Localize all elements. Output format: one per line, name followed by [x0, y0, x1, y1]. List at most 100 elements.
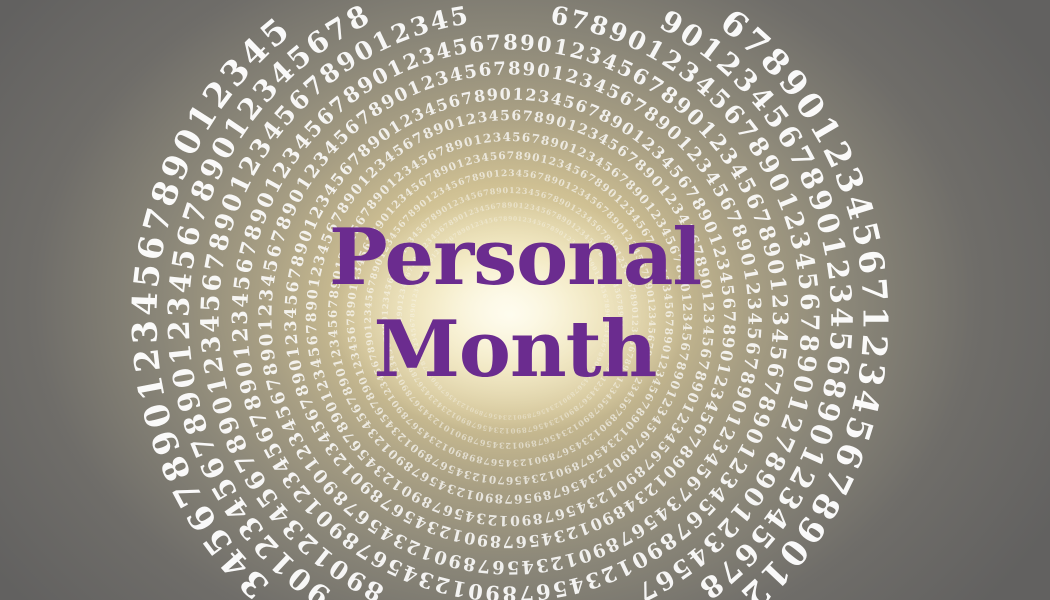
- spiral-digit: 6: [514, 492, 523, 506]
- spiral-digit: 0: [502, 185, 508, 195]
- spiral-digit: 7: [507, 150, 514, 162]
- spiral-digit: 3: [477, 109, 489, 126]
- spiral-digit: 4: [481, 152, 490, 165]
- spiral-digit: 6: [197, 272, 228, 293]
- spiral-digit: 2: [515, 185, 521, 195]
- spiral-digit: 9: [257, 347, 280, 362]
- spiral-digit: 0: [256, 333, 278, 347]
- spiral-digit: 6: [506, 474, 513, 486]
- spiral-digit: 5: [448, 1, 470, 33]
- spiral-digit: 1: [512, 85, 524, 104]
- spiral-digit: 4: [540, 528, 554, 549]
- spiral-digit: 1: [493, 169, 500, 180]
- spiral-digit: 3: [492, 130, 501, 145]
- spiral-digit: 9: [532, 489, 542, 504]
- spiral-digit: 1: [509, 185, 515, 195]
- spiral-digit: 6: [795, 292, 825, 311]
- spiral-digit: 4: [521, 555, 535, 577]
- spiral-digit: 6: [515, 532, 527, 552]
- spiral-digit: 9: [484, 490, 494, 505]
- spiral-digit: 9: [507, 200, 512, 209]
- spiral-digit: 6: [478, 59, 493, 81]
- spiral-digit: 4: [257, 273, 280, 289]
- spiral-digit: 5: [500, 108, 510, 124]
- spiral-digit: 4: [427, 5, 451, 37]
- spiral-digit: 9: [170, 387, 208, 415]
- spiral-digit: 6: [498, 150, 506, 162]
- spiral-digit: 3: [768, 311, 793, 326]
- spiral-digit: 8: [515, 150, 523, 162]
- spiral-digit: 6: [549, 0, 571, 31]
- spiral-digit: 0: [165, 365, 202, 391]
- spiral-digit: 8: [502, 201, 507, 210]
- spiral-digit: 8: [533, 110, 545, 127]
- spiral-digit: 7: [503, 532, 514, 551]
- spiral-digit: 3: [537, 86, 551, 106]
- spiral-digit: 5: [523, 491, 533, 506]
- spiral-digit: 6: [521, 130, 531, 145]
- spiral-digit: 1: [163, 342, 199, 366]
- spiral-digit: 7: [518, 581, 534, 600]
- spiral-digit: 9: [484, 580, 500, 600]
- spiral-digit: 2: [482, 131, 492, 146]
- spiral-digit: 3: [535, 554, 550, 576]
- spiral-digit: 1: [255, 318, 276, 331]
- spiral-digit: 5: [823, 330, 858, 352]
- spiral-digit: 3: [512, 457, 519, 467]
- spiral-digit: 4: [502, 130, 511, 144]
- spiral-digit: 2: [198, 354, 229, 376]
- spiral-digit: 5: [498, 457, 505, 467]
- spiral-digit: 9: [521, 511, 532, 528]
- spiral-digit: 5: [450, 33, 469, 60]
- spiral-digit: 3: [125, 320, 166, 345]
- spiral-digit: 3: [823, 282, 858, 305]
- spiral-digit: 6: [820, 353, 856, 378]
- spiral-digit: 1: [765, 275, 792, 293]
- spiral-digit: 0: [762, 257, 789, 276]
- spiral-digit: 5: [792, 271, 823, 292]
- spiral-digit: 9: [791, 353, 822, 375]
- spiral-digit: 9: [486, 85, 499, 105]
- spiral-digit: 2: [508, 413, 512, 420]
- spiral-digit: 2: [548, 551, 564, 574]
- spiral-digit: 9: [523, 151, 532, 164]
- spiral-digit: 2: [501, 169, 508, 179]
- spiral-digit: 1: [512, 441, 518, 451]
- title-line-month: Month: [280, 304, 750, 396]
- spiral-digit: 8: [462, 552, 478, 575]
- spiral-digit: 9: [234, 376, 262, 396]
- spiral-digit: 9: [476, 530, 489, 550]
- spiral-digit: 7: [477, 554, 492, 576]
- title-block: Personal Month: [280, 212, 750, 396]
- spiral-digit: 4: [824, 307, 858, 327]
- spiral-digit: 9: [516, 426, 522, 435]
- spiral-digit: 4: [448, 63, 465, 86]
- spiral-digit: 5: [507, 556, 520, 577]
- spiral-digit: 2: [525, 85, 538, 105]
- spiral-digit: 7: [542, 507, 555, 525]
- spiral-digit: 4: [488, 108, 499, 125]
- spiral-digit: 3: [530, 472, 539, 485]
- spiral-digit: 2: [227, 327, 253, 343]
- spiral-digit: 6: [468, 31, 486, 58]
- spiral-digit: 8: [503, 29, 518, 54]
- spiral-digit: 0: [510, 512, 520, 528]
- spiral-digit: 7: [522, 108, 533, 125]
- spiral-digit: 8: [473, 86, 487, 106]
- spiral-digit: 4: [515, 169, 522, 179]
- spiral-digit: 0: [536, 31, 554, 58]
- spiral-digit: 0: [467, 578, 485, 600]
- spiral-digit: 0: [488, 473, 497, 486]
- spiral-digit: 1: [499, 512, 509, 528]
- spiral-digit: 8: [794, 333, 824, 353]
- spiral-digit: 2: [255, 303, 276, 316]
- spiral-digit: 1: [512, 413, 517, 420]
- spiral-digit: 9: [522, 59, 536, 81]
- spiral-digit: 3: [784, 229, 816, 253]
- spiral-digit: 2: [487, 511, 498, 528]
- spiral-digit: 3: [256, 288, 278, 302]
- spiral-digit: 1: [228, 343, 255, 361]
- spiral-digit: 3: [227, 310, 252, 325]
- spiral-digit: 8: [532, 509, 544, 526]
- spiral-digit: 7: [497, 474, 505, 486]
